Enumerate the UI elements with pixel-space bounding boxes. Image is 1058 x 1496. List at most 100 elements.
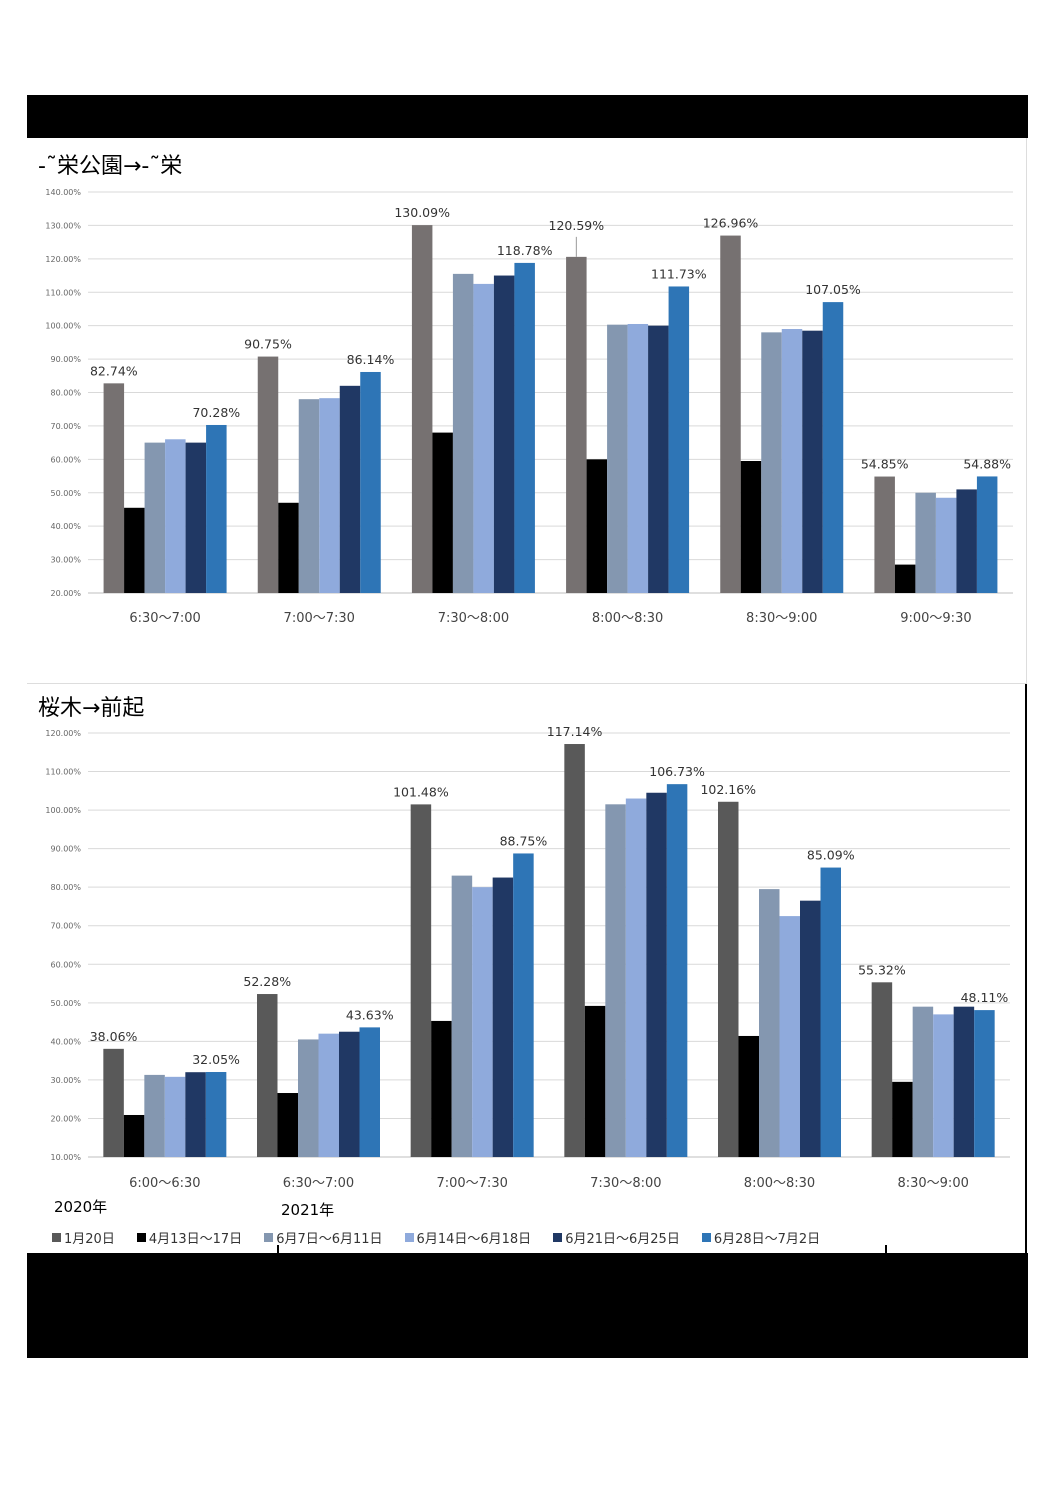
legend: 1月20日 4月13日～17日 6月7日～6月11日 6月14日～6月18日 6… bbox=[52, 1228, 842, 1247]
data-label: 107.05% bbox=[805, 282, 861, 297]
bar bbox=[976, 476, 998, 593]
bar bbox=[410, 804, 432, 1157]
data-label: 126.96% bbox=[703, 216, 759, 231]
x-tick-label: 7:30～8:00 bbox=[590, 1176, 661, 1191]
bar bbox=[144, 442, 166, 593]
legend-label: 6月14日～6月18日 bbox=[416, 1232, 532, 1247]
bar bbox=[514, 262, 535, 593]
legend-divider-left bbox=[277, 1245, 279, 1255]
data-label: 102.16% bbox=[700, 782, 756, 797]
bar bbox=[912, 1006, 934, 1157]
data-label: 130.09% bbox=[394, 205, 450, 220]
chart-1-title: -˜栄公園→-˜栄 bbox=[38, 154, 183, 179]
bar bbox=[432, 432, 453, 593]
legend-swatch bbox=[701, 1233, 711, 1242]
y-tick-label: 100.00% bbox=[45, 806, 81, 815]
bar bbox=[648, 325, 669, 593]
y-tick-label: 130.00% bbox=[45, 221, 81, 230]
bar bbox=[759, 889, 780, 1157]
legend-label: 1月20日 bbox=[64, 1232, 115, 1247]
x-tick-label: 8:30～9:00 bbox=[746, 611, 817, 626]
bar bbox=[492, 877, 514, 1157]
bar bbox=[740, 461, 762, 593]
x-tick-label: 9:00～9:30 bbox=[900, 611, 971, 626]
bar bbox=[103, 1048, 124, 1157]
bar bbox=[915, 492, 936, 593]
bar bbox=[493, 275, 515, 593]
legend-item: 1月20日 bbox=[52, 1228, 115, 1247]
y-tick-label: 20.00% bbox=[50, 589, 81, 598]
y-tick-label: 90.00% bbox=[50, 845, 81, 854]
data-label: 38.06% bbox=[90, 1029, 138, 1044]
y-tick-label: 30.00% bbox=[50, 1076, 81, 1085]
bar bbox=[124, 507, 145, 593]
x-tick-label: 6:30～7:00 bbox=[283, 1176, 354, 1191]
data-label: 86.14% bbox=[347, 352, 395, 367]
bar bbox=[319, 398, 340, 593]
y-tick-label: 110.00% bbox=[45, 768, 81, 777]
data-label: 101.48% bbox=[393, 784, 449, 799]
bar bbox=[257, 994, 278, 1157]
x-tick-label: 8:00～8:30 bbox=[744, 1176, 815, 1191]
bar bbox=[822, 302, 844, 593]
y-tick-label: 50.00% bbox=[50, 489, 81, 498]
legend-item: 6月14日～6月18日 bbox=[404, 1228, 532, 1247]
bar bbox=[584, 1005, 606, 1157]
y-tick-label: 50.00% bbox=[50, 999, 81, 1008]
legend-item: 4月13日～17日 bbox=[136, 1228, 243, 1247]
y-tick-label: 40.00% bbox=[50, 1037, 81, 1046]
legend-label: 4月13日～17日 bbox=[148, 1232, 243, 1247]
top-black-bar bbox=[27, 95, 1028, 138]
legend-swatch bbox=[52, 1233, 61, 1242]
data-label: 43.63% bbox=[346, 1007, 394, 1022]
bar bbox=[935, 497, 957, 593]
x-tick-label: 7:00～7:30 bbox=[436, 1176, 507, 1191]
bar bbox=[206, 424, 227, 593]
legend-item: 6月7日～6月11日 bbox=[264, 1228, 383, 1247]
legend-swatch bbox=[136, 1233, 146, 1242]
data-label: 111.73% bbox=[651, 266, 707, 281]
bar bbox=[627, 323, 649, 593]
bar bbox=[974, 1010, 995, 1157]
bar bbox=[666, 784, 688, 1157]
y-tick-label: 60.00% bbox=[50, 960, 81, 969]
legend-swatch bbox=[264, 1233, 274, 1242]
bar bbox=[165, 439, 186, 593]
year-2020-label: 2020年 bbox=[54, 1198, 108, 1216]
bar bbox=[761, 332, 782, 593]
bar bbox=[607, 324, 628, 593]
bar bbox=[933, 1014, 954, 1157]
y-tick-label: 20.00% bbox=[50, 1114, 81, 1123]
legend-swatch bbox=[553, 1233, 563, 1242]
bar bbox=[451, 875, 473, 1157]
legend-label: 6月28日～7月2日 bbox=[713, 1232, 821, 1247]
y-tick-label: 10.00% bbox=[50, 1153, 81, 1162]
bottom-black-bar bbox=[27, 1253, 1028, 1358]
y-tick-label: 120.00% bbox=[45, 255, 81, 264]
bar bbox=[720, 235, 741, 594]
y-tick-label: 60.00% bbox=[50, 455, 81, 464]
bar bbox=[473, 283, 494, 593]
data-label: 70.28% bbox=[192, 405, 240, 420]
bar bbox=[605, 804, 626, 1157]
data-label: 120.59% bbox=[549, 218, 605, 233]
y-tick-label: 140.00% bbox=[45, 188, 81, 197]
bar bbox=[452, 273, 474, 593]
bar bbox=[892, 1081, 913, 1157]
bar bbox=[564, 744, 585, 1157]
bar bbox=[566, 256, 587, 593]
data-label: 54.88% bbox=[963, 456, 1011, 471]
bar bbox=[277, 1093, 298, 1157]
bar bbox=[668, 286, 690, 593]
bar bbox=[123, 1114, 145, 1157]
data-label: 117.14% bbox=[547, 724, 603, 739]
legend-label: 6月21日～6月25日 bbox=[565, 1232, 680, 1247]
data-label: 88.75% bbox=[500, 833, 548, 848]
bar bbox=[779, 916, 800, 1157]
data-label: 54.85% bbox=[861, 457, 909, 472]
data-label: 32.05% bbox=[192, 1052, 240, 1067]
bar bbox=[360, 371, 381, 593]
y-tick-label: 80.00% bbox=[50, 883, 81, 892]
bar bbox=[586, 459, 608, 593]
